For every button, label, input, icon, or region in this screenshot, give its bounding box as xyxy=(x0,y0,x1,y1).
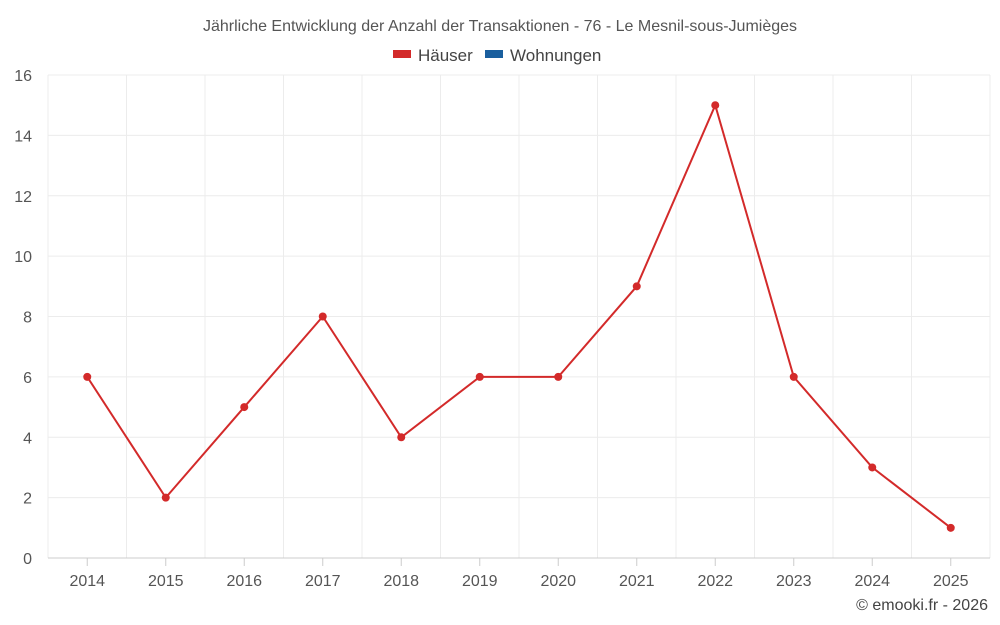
data-point[interactable] xyxy=(868,463,877,472)
legend-swatch-wohnungen xyxy=(485,50,503,58)
x-tick-label: 2022 xyxy=(697,573,733,590)
y-tick-label: 6 xyxy=(23,370,32,387)
legend-label-wohnungen[interactable]: Wohnungen xyxy=(510,46,601,65)
y-tick-label: 2 xyxy=(23,491,32,508)
y-tick-label: 12 xyxy=(14,189,32,206)
legend: Häuser Wohnungen xyxy=(393,46,601,65)
data-point[interactable] xyxy=(318,312,327,321)
data-point[interactable] xyxy=(554,372,563,381)
x-tick-label: 2023 xyxy=(776,573,812,590)
x-tick-label: 2014 xyxy=(69,573,105,590)
data-point[interactable] xyxy=(711,101,720,110)
x-axis-ticks: 2014 2015 2016 2017 2018 2019 2020 2021 2022 2023… xyxy=(69,558,969,590)
x-tick-label: 2025 xyxy=(933,573,969,590)
data-point[interactable] xyxy=(789,372,798,381)
data-point[interactable] xyxy=(83,372,92,381)
x-tick-label: 2016 xyxy=(226,573,262,590)
x-tick-label: 2020 xyxy=(540,573,576,590)
x-tick-label: 2015 xyxy=(148,573,184,590)
legend-swatch-haeuser xyxy=(393,50,411,58)
x-gridlines xyxy=(47,75,991,558)
data-point[interactable] xyxy=(397,433,406,442)
series-group xyxy=(83,101,955,532)
y-tick-label: 16 xyxy=(14,68,32,85)
legend-label-haeuser[interactable]: Häuser xyxy=(418,46,473,65)
y-tick-label: 4 xyxy=(23,430,32,447)
y-tick-label: 14 xyxy=(14,128,32,145)
data-point[interactable] xyxy=(475,372,484,381)
data-point[interactable] xyxy=(161,493,170,502)
y-tick-label: 0 xyxy=(23,551,32,568)
x-tick-label: 2017 xyxy=(305,573,341,590)
y-axis-ticks: 0 2 4 6 8 10 12 14 16 xyxy=(14,68,32,568)
y-tick-label: 8 xyxy=(23,310,32,327)
x-tick-label: 2018 xyxy=(383,573,419,590)
series-line-0 xyxy=(86,102,952,529)
data-point[interactable] xyxy=(632,282,641,291)
x-tick-label: 2019 xyxy=(462,573,498,590)
data-point[interactable] xyxy=(240,403,249,412)
credit-text: © emooki.fr - 2026 xyxy=(856,597,988,614)
x-tick-label: 2021 xyxy=(619,573,655,590)
data-point[interactable] xyxy=(946,523,955,532)
x-tick-label: 2024 xyxy=(854,573,890,590)
y-tick-label: 10 xyxy=(14,249,32,266)
chart-title: Jährliche Entwicklung der Anzahl der Tra… xyxy=(203,18,797,35)
